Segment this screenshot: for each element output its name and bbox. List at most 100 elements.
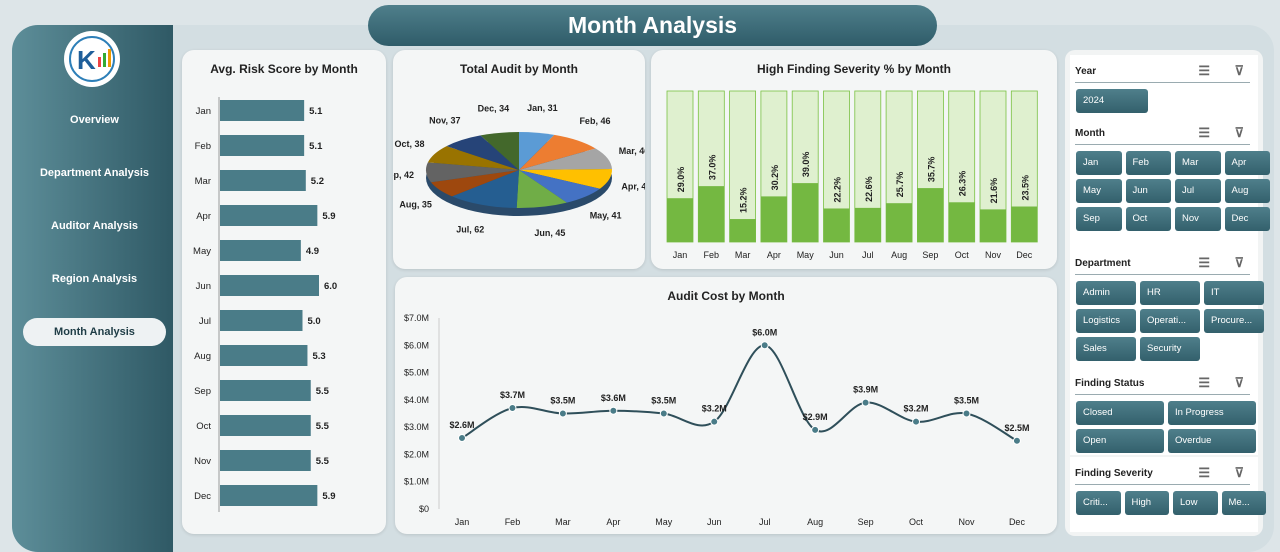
data-label: $3.9M xyxy=(853,385,878,395)
risk-score-panel: Avg. Risk Score by Month Jan 5.1 Feb 5.1 Mar… xyxy=(182,50,386,534)
bar-Jan xyxy=(667,198,693,242)
clear-filter-icon[interactable]: ⊽ xyxy=(1234,375,1244,390)
pie-label: Oct, 38 xyxy=(395,139,425,149)
slicer-item[interactable]: Jun xyxy=(1125,179,1171,203)
slicer-item[interactable]: Dec xyxy=(1224,207,1270,231)
multi-select-icon[interactable]: ☰ xyxy=(1198,255,1210,270)
y-tick-label: $4.0M xyxy=(404,395,429,405)
severity-panel: High Finding Severity % by Month 29.0% Ja… xyxy=(651,50,1057,269)
multi-select-icon[interactable]: ☰ xyxy=(1198,63,1210,78)
category-label: Sep xyxy=(922,250,938,260)
category-label: Mar xyxy=(735,250,751,260)
pie-slice-May xyxy=(519,170,600,203)
chart-title: Avg. Risk Score by Month xyxy=(210,62,358,76)
slicer-item[interactable]: Admin xyxy=(1076,281,1136,305)
data-label: $3.5M xyxy=(550,396,575,406)
category-label: May xyxy=(193,246,211,257)
slicer-item[interactable]: Oct xyxy=(1125,207,1171,231)
bar-Jun xyxy=(823,208,850,242)
nav-month-analysis[interactable]: Month Analysis xyxy=(23,318,166,346)
category-label: Aug xyxy=(194,351,211,362)
slicer-item[interactable]: Security xyxy=(1140,337,1200,361)
pie-slice-Sep xyxy=(426,162,519,183)
data-label: 5.5 xyxy=(316,386,330,397)
slicer-item[interactable]: HR xyxy=(1140,281,1200,305)
slicer-item[interactable]: Feb xyxy=(1125,151,1171,175)
nav-department-analysis[interactable]: Department Analysis xyxy=(39,167,150,179)
clear-filter-icon[interactable]: ⊽ xyxy=(1234,465,1244,480)
clear-filter-icon[interactable]: ⊽ xyxy=(1234,63,1244,78)
pie-slice-Oct xyxy=(427,146,519,170)
data-label: 5.0 xyxy=(308,316,321,327)
slicer-item[interactable]: Low xyxy=(1173,491,1218,515)
data-label: 5.2 xyxy=(311,176,324,187)
data-label: 5.1 xyxy=(309,106,323,117)
pie-slice-Nov xyxy=(446,135,519,170)
category-label: Sep xyxy=(858,517,874,527)
point-Aug xyxy=(811,425,820,434)
multi-select-icon[interactable]: ☰ xyxy=(1198,465,1210,480)
slicer-item[interactable]: Criti... xyxy=(1076,491,1121,515)
data-label: $2.6M xyxy=(449,420,474,430)
slicer-item[interactable]: Jul xyxy=(1175,179,1221,203)
slicer-item[interactable]: Procure... xyxy=(1204,309,1264,333)
bar-Nov xyxy=(220,450,311,471)
slicer-item[interactable]: May xyxy=(1076,179,1122,203)
category-label: Feb xyxy=(704,250,720,260)
slicer-item[interactable]: Aug xyxy=(1224,179,1270,203)
svg-text:K: K xyxy=(77,45,96,75)
category-label: Sep xyxy=(194,386,211,397)
slicer-item[interactable]: Overdue xyxy=(1168,429,1256,453)
slicer-item[interactable]: Me... xyxy=(1221,491,1266,515)
y-tick-label: $5.0M xyxy=(404,368,429,378)
data-label: $3.5M xyxy=(651,396,676,406)
slicer-item[interactable]: IT xyxy=(1204,281,1264,305)
data-label: 29.0% xyxy=(676,167,686,193)
bar-Dec xyxy=(1011,206,1038,242)
clear-filter-icon[interactable]: ⊽ xyxy=(1234,125,1244,140)
category-label: Feb xyxy=(505,517,521,527)
slicer-item[interactable]: Mar xyxy=(1175,151,1221,175)
category-label: Aug xyxy=(807,517,823,527)
slicer-item[interactable]: Apr xyxy=(1224,151,1270,175)
y-tick-label: $6.0M xyxy=(404,340,429,350)
slicer-item[interactable]: Sales xyxy=(1076,337,1136,361)
pie-slice-Mar xyxy=(519,148,612,170)
category-label: May xyxy=(655,517,673,527)
slicer-header: Finding Status ☰ ⊽ xyxy=(1075,373,1250,395)
bar-Oct xyxy=(948,202,975,242)
total-audit-chart: Jan, 31 Feb, 46 Mar, 46 Apr, 43 May, 41 Jun, … xyxy=(393,103,645,238)
slicer-item[interactable]: Nov xyxy=(1175,207,1221,231)
pie-label: Dec, 34 xyxy=(478,103,510,113)
slicer-item[interactable]: Sep xyxy=(1076,207,1122,231)
multi-select-icon[interactable]: ☰ xyxy=(1198,375,1210,390)
slicer-header: Department ☰ ⊽ xyxy=(1075,253,1250,275)
data-label: 25.7% xyxy=(895,172,905,198)
chart-title: Audit Cost by Month xyxy=(667,289,785,303)
slicer-title: Finding Status xyxy=(1075,378,1145,389)
slicer-item[interactable]: High xyxy=(1124,491,1169,515)
bar-background xyxy=(729,90,756,243)
pie-slice-Apr xyxy=(519,169,612,189)
slicer-item[interactable]: Open xyxy=(1076,429,1164,453)
pie-slice-Jul xyxy=(452,170,519,208)
nav-auditor-analysis[interactable]: Auditor Analysis xyxy=(51,220,138,232)
bar-Feb xyxy=(220,135,305,156)
bar-Sep xyxy=(220,380,311,401)
slicer-item[interactable]: Closed xyxy=(1076,401,1164,425)
category-label: Apr xyxy=(196,211,211,222)
point-Oct xyxy=(912,417,921,426)
slicer-item[interactable]: Logistics xyxy=(1076,309,1136,333)
nav-region-analysis[interactable]: Region Analysis xyxy=(51,273,138,285)
slicer-header: Year ☰ ⊽ xyxy=(1075,61,1250,83)
slicer-item[interactable]: Operati... xyxy=(1140,309,1200,333)
bar-Apr xyxy=(220,205,318,226)
slicer-item[interactable]: Jan xyxy=(1076,151,1122,175)
slicer-item[interactable]: 2024 xyxy=(1076,89,1148,113)
clear-filter-icon[interactable]: ⊽ xyxy=(1234,255,1244,270)
point-Jul xyxy=(760,341,769,350)
nav-overview[interactable]: Overview xyxy=(70,114,119,126)
slicer-item[interactable]: In Progress xyxy=(1168,401,1256,425)
category-label: Oct xyxy=(909,517,924,527)
multi-select-icon[interactable]: ☰ xyxy=(1198,125,1210,140)
